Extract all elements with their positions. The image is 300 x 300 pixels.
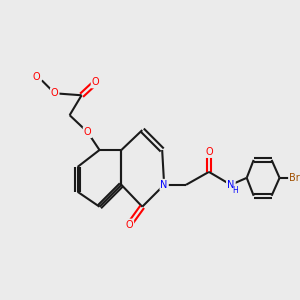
Text: N: N bbox=[160, 180, 168, 190]
Text: O: O bbox=[125, 220, 133, 230]
Text: O: O bbox=[51, 88, 59, 98]
Text: O: O bbox=[92, 77, 99, 87]
Text: O: O bbox=[84, 127, 92, 137]
Text: Br: Br bbox=[289, 173, 300, 183]
Text: H: H bbox=[232, 186, 238, 195]
Text: O: O bbox=[205, 147, 213, 157]
Text: N: N bbox=[227, 180, 235, 190]
Text: N: N bbox=[227, 180, 235, 190]
Text: O: O bbox=[33, 72, 40, 82]
